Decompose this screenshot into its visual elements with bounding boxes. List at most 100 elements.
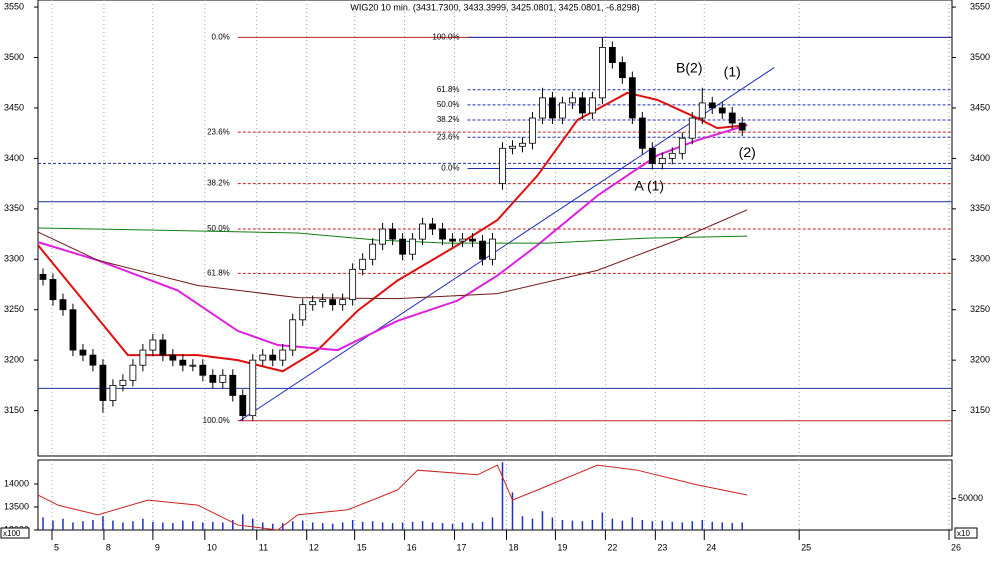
candle-body	[219, 374, 227, 383]
candle-body	[549, 97, 556, 119]
candle-body	[339, 299, 347, 306]
candle-body	[329, 299, 337, 306]
volume-bar	[371, 521, 374, 530]
volume-bar	[192, 521, 194, 530]
volume-bar	[741, 522, 743, 530]
y-tick-label: 3550	[4, 1, 24, 11]
candle-body	[688, 117, 696, 139]
volume-bar	[731, 523, 733, 530]
volume-bar	[42, 517, 44, 530]
candle-body	[499, 147, 506, 185]
volume-bar	[601, 512, 604, 530]
annotation: (2)	[739, 144, 756, 160]
candle-body	[668, 152, 676, 159]
y2-tick-label: 3500	[970, 52, 990, 62]
moving-average	[37, 91, 748, 373]
candle-body	[129, 364, 137, 381]
candle-body	[449, 238, 456, 242]
x-tick-label: 23	[657, 542, 667, 552]
volume-bar	[361, 521, 364, 530]
candle-body	[439, 228, 446, 240]
candle-body	[209, 374, 217, 383]
volume-bar	[301, 520, 304, 530]
volume-bar	[212, 521, 214, 530]
y2-tick-label: 3450	[970, 102, 990, 112]
volume-bar	[711, 521, 714, 530]
candle-body	[638, 117, 646, 149]
candle-body	[579, 97, 586, 114]
candle-body	[39, 274, 47, 280]
x-tick-label: 8	[106, 542, 111, 552]
annotation: A (1)	[635, 177, 665, 193]
fib-label: 23.6%	[437, 132, 460, 141]
y-tick-label: 3450	[4, 102, 24, 112]
volume-bar	[381, 522, 384, 530]
candle-body	[189, 364, 197, 367]
volume-bar	[511, 492, 514, 530]
trend-line	[239, 67, 775, 422]
moving-average	[37, 209, 748, 300]
volume-bar	[162, 522, 164, 530]
candle-body	[389, 228, 397, 240]
x-tick-label: 25	[801, 542, 811, 552]
candle-body	[728, 112, 736, 124]
candle-body	[718, 107, 726, 114]
volume-bar	[501, 462, 504, 530]
candle-body	[159, 339, 167, 356]
volume-bar	[681, 522, 684, 530]
fib-label: 38.2%	[207, 179, 230, 188]
y2-tick-label: 3200	[970, 355, 990, 365]
candle-body	[179, 359, 187, 366]
volume-bar	[451, 523, 454, 530]
volume-bar	[551, 517, 554, 530]
fib-label: 23.6%	[207, 127, 230, 136]
volume-bar	[541, 511, 544, 530]
candle-body	[199, 364, 207, 376]
volume-bar	[641, 519, 644, 530]
lower-y-unit: x100	[3, 529, 21, 538]
candle-body	[539, 97, 546, 119]
lower-y-tick-label: 13500	[4, 501, 29, 511]
y-tick-label: 3500	[4, 52, 24, 62]
volume-bar	[561, 519, 564, 530]
candle-body	[69, 309, 77, 351]
fib-label: 61.8%	[437, 85, 460, 94]
candle-body	[119, 379, 127, 386]
volume-bar	[591, 519, 594, 530]
y2-tick-label: 3150	[970, 405, 990, 415]
candle-body	[299, 304, 307, 321]
volume-bar	[651, 521, 654, 530]
candle-body	[359, 258, 367, 270]
unit-box	[954, 527, 978, 539]
x-tick-label: 17	[457, 542, 467, 552]
candle-body	[459, 238, 466, 242]
x-tick-label: 19	[557, 542, 567, 552]
x-tick-label: 10	[207, 542, 217, 552]
candle-body	[349, 268, 357, 301]
candle-body	[479, 240, 486, 260]
x-tick-label: 22	[607, 542, 617, 552]
volume-bar	[152, 521, 154, 530]
volume-bar	[262, 522, 264, 530]
volume-bar	[311, 522, 314, 530]
volume-bar	[232, 519, 234, 530]
volume-bar	[491, 517, 494, 530]
candle-body	[99, 364, 107, 401]
y-tick-label: 3150	[4, 405, 24, 415]
x-tick-label: 18	[508, 542, 518, 552]
y-tick-label: 3200	[4, 355, 24, 365]
volume-bar	[291, 521, 294, 530]
volume-panel	[37, 459, 953, 531]
x-tick-label: 9	[155, 542, 160, 552]
y-tick-label: 3250	[4, 304, 24, 314]
volume-bar	[661, 520, 664, 530]
candle-body	[229, 374, 237, 396]
moving-average	[37, 124, 748, 352]
volume-bar	[92, 519, 94, 530]
volume-bar	[481, 521, 484, 530]
candle-body	[588, 97, 596, 114]
candle-body	[309, 301, 317, 306]
annotation: B(2)	[676, 59, 702, 75]
volume-bar	[132, 521, 134, 530]
volume-bar	[271, 523, 274, 530]
